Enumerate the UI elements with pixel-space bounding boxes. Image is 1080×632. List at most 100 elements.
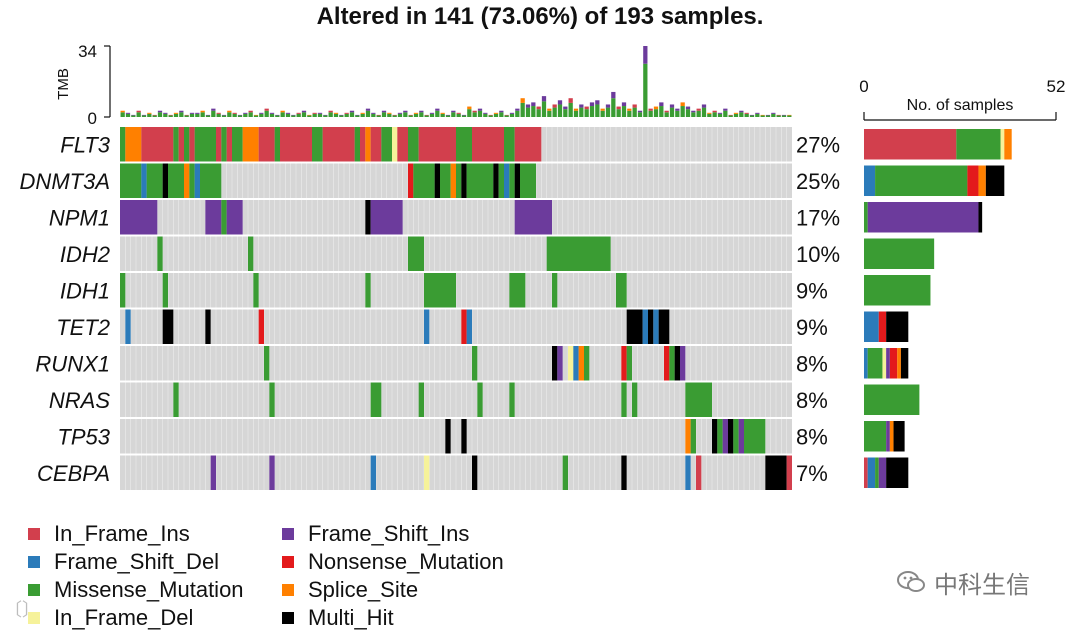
mutation-cell (520, 163, 536, 198)
tmb-bar (605, 107, 611, 117)
mutation-cell (722, 419, 728, 454)
tmb-bar (237, 115, 243, 117)
tmb-bar (627, 110, 632, 117)
count-bar-segment (864, 275, 931, 306)
mutation-cell (370, 127, 382, 162)
mutation-cell (141, 127, 174, 162)
tmb-bar-cap (557, 100, 563, 105)
tmb-bar-cap (179, 110, 184, 113)
tmb-bar-cap (744, 112, 749, 114)
legend-swatch (282, 556, 294, 568)
mutation-cell (269, 382, 275, 417)
tmb-bar (280, 112, 285, 117)
tmb-bar-cap (301, 110, 307, 113)
tmb-bar (307, 115, 312, 117)
tmb-bar-cap (376, 114, 381, 116)
tmb-bar-cap (243, 112, 248, 114)
tmb-bar-cap (360, 112, 365, 114)
tmb-bar (264, 110, 269, 117)
count-bar-segment (864, 311, 879, 342)
mutation-cell (504, 127, 515, 162)
tmb-bar (147, 113, 152, 117)
chart-title: Altered in 141 (73.06%) of 193 samples. (317, 3, 764, 30)
tmb-bar-cap (504, 114, 509, 116)
mutation-cell (434, 163, 440, 198)
tmb-bar-cap (451, 110, 456, 113)
tmb-bar (643, 63, 648, 117)
mutation-cell (584, 346, 590, 381)
tmb-bar (621, 106, 627, 117)
count-bar-segment (864, 457, 868, 488)
tmb-bar (611, 98, 616, 117)
tmb-bar (227, 112, 232, 117)
percent-label: 17% (796, 205, 840, 230)
mutation-cell (786, 455, 792, 490)
count-bar-segment (864, 421, 887, 452)
gene-label: IDH1 (60, 278, 110, 303)
count-bar-segment (867, 348, 883, 379)
mutation-cell (157, 236, 163, 271)
tmb-bar (360, 113, 365, 117)
tmb-bar (637, 112, 643, 117)
tmb-bar-cap (728, 114, 733, 116)
tmb-bar-cap (483, 112, 488, 114)
tmb-bar-cap (669, 104, 675, 108)
mutation-cell (504, 163, 510, 198)
mutation-cell (141, 163, 147, 198)
tmb-bar (419, 112, 424, 117)
gene-label: CEBPA (37, 461, 110, 486)
tmb-bar (776, 115, 781, 117)
mutation-cell (621, 382, 627, 417)
percent-label: 8% (796, 351, 828, 376)
mutation-cell (626, 309, 643, 344)
tmb-bar (616, 109, 621, 117)
tmb-bar-cap (739, 110, 744, 113)
mutation-cell (322, 127, 355, 162)
mutation-cell (125, 127, 142, 162)
tmb-bar (184, 115, 189, 117)
tmb-bar (696, 110, 701, 117)
count-bar-segment (864, 165, 876, 196)
gene-label: FLT3 (60, 132, 110, 157)
mutation-cell (381, 127, 392, 162)
mutation-cell (461, 309, 467, 344)
mutation-cell (546, 236, 611, 271)
tmb-bar (435, 110, 440, 117)
tmb-bar-cap (445, 114, 451, 116)
tmb-bar (168, 115, 173, 117)
mutation-cell (466, 309, 472, 344)
tmb-bar-cap (691, 110, 696, 113)
tmb-bar (723, 110, 728, 117)
tmb-bar (573, 110, 579, 117)
tmb-bar-cap (755, 112, 760, 114)
mutation-cell (189, 127, 195, 162)
tmb-bar-cap (568, 98, 573, 103)
mutation-cell (493, 163, 499, 198)
mutation-cell (738, 419, 744, 454)
tmb-bar (440, 113, 445, 117)
tmb-bar-cap (296, 112, 301, 114)
tmb-bar (525, 107, 531, 117)
count-bar-segment (978, 165, 986, 196)
count-bar-segment (889, 348, 898, 379)
percent-label: 27% (796, 132, 840, 157)
gene-label: TP53 (57, 424, 110, 449)
tmb-bar-cap (675, 108, 680, 111)
tmb-bar-cap (125, 112, 131, 114)
oncoplot: Altered in 141 (73.06%) of 193 samples. … (20, 3, 1065, 490)
mutation-cell (568, 346, 574, 381)
tmb-bar-cap (371, 112, 376, 114)
tmb-bar-cap (200, 110, 205, 113)
mutation-cell (712, 419, 718, 454)
tmb-bar-cap (216, 112, 221, 114)
mutation-cell (184, 127, 190, 162)
tmb-bar-cap (269, 112, 275, 114)
percent-label: 9% (796, 278, 828, 303)
tmb-bar (195, 113, 200, 117)
tmb-bar-cap (163, 112, 168, 114)
tmb-bar (291, 115, 296, 117)
mutation-cell (744, 419, 766, 454)
legend-item-multi-hit: Multi_Hit (282, 604, 394, 632)
tmb-axis-label: TMB (55, 68, 72, 100)
tmb-bar (744, 113, 749, 117)
